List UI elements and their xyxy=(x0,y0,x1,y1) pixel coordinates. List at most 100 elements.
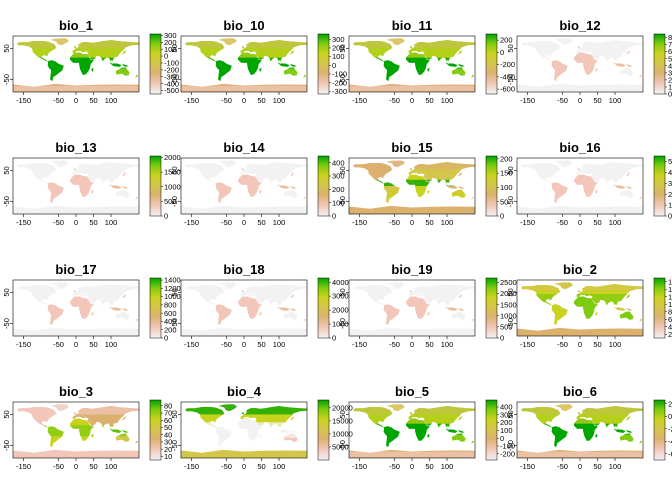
colorbar-tick-label: 300 xyxy=(668,68,672,77)
colorbar-tick-label: 10 xyxy=(164,452,172,461)
x-tick-label: -50 xyxy=(221,340,232,349)
panel-bio-16: bio_16 -150 -50 0 50 100 -50 50 500 400 300 200 100 0 xyxy=(506,140,672,227)
colorbar-tick-label: 1000 xyxy=(164,292,181,301)
y-tick-label: 50 xyxy=(2,166,11,174)
raster-band-layer xyxy=(13,304,139,312)
colorbar-tick-label: -200 xyxy=(332,78,347,87)
raster-band-layer xyxy=(181,304,307,312)
raster-band-layer xyxy=(517,60,643,68)
colorbar-tick-label: 400 xyxy=(668,61,672,70)
land-north-america xyxy=(185,163,225,184)
colorbar-tick-label: -600 xyxy=(668,449,672,458)
land-madagascar xyxy=(427,434,430,438)
x-tick-label: -150 xyxy=(520,218,535,227)
colorbar-tick-label: -600 xyxy=(500,85,515,94)
land-new-guinea xyxy=(457,186,465,189)
land-japan xyxy=(121,294,126,299)
raster-land xyxy=(349,160,475,214)
land-new-zealand xyxy=(302,196,307,201)
land-australia xyxy=(451,311,466,320)
panel-bio-2: bio_2-150-50050100-505016014012010080604… xyxy=(506,262,672,349)
raster-band xyxy=(349,57,475,69)
colorbar xyxy=(317,33,330,95)
x-tick-label: 50 xyxy=(425,462,433,471)
colorbar-tick-label: 100 xyxy=(668,300,672,309)
x-tick-label: 100 xyxy=(441,218,454,227)
x-tick-label: 0 xyxy=(410,96,414,105)
raster-band xyxy=(181,48,307,58)
raster-band-layer xyxy=(13,38,139,92)
y-tick-label: -50 xyxy=(506,74,515,85)
x-tick-label: 0 xyxy=(242,462,246,471)
land-madagascar xyxy=(595,190,598,194)
x-tick-label: 0 xyxy=(74,218,78,227)
y-tick-label: 50 xyxy=(506,166,515,174)
y-tick-label: -50 xyxy=(2,74,11,85)
colorbar xyxy=(653,277,666,339)
raster-band xyxy=(517,414,643,424)
land-greenland xyxy=(554,160,573,168)
colorbar-tick-label: 80 xyxy=(668,307,672,316)
land-australia xyxy=(451,67,466,76)
raster-land xyxy=(13,282,139,336)
raster-band xyxy=(13,38,139,49)
colorbar-tick-label: -200 xyxy=(164,65,179,74)
x-tick-label: 0 xyxy=(74,462,78,471)
x-tick-label: 50 xyxy=(89,218,97,227)
colorbar-tick-label: 0 xyxy=(332,334,336,343)
land-new-zealand xyxy=(638,440,643,445)
raster-band-layer xyxy=(181,38,307,92)
y-tick-label: 50 xyxy=(506,410,515,418)
raster-band xyxy=(181,85,307,92)
x-tick-label: 50 xyxy=(257,340,265,349)
land-madagascar xyxy=(259,190,262,194)
colorbar-tick-label: -100 xyxy=(500,442,515,451)
x-tick-label: 0 xyxy=(242,340,246,349)
colorbar-tick-label: 50 xyxy=(164,423,172,432)
colorbar-tick-label: 100 xyxy=(332,198,345,207)
colorbar-tick-label: 0 xyxy=(668,90,672,99)
raster-band-layer xyxy=(517,283,643,305)
y-tick-label: -50 xyxy=(2,196,11,207)
colorbar-tick-label: 200 xyxy=(164,325,177,334)
y-tick-label: -50 xyxy=(170,74,179,85)
colorbar-tick-label: 100 xyxy=(500,183,513,192)
land-new-zealand xyxy=(470,74,475,79)
raster-band xyxy=(181,182,307,190)
raster-band xyxy=(349,161,475,169)
x-tick-label: 50 xyxy=(89,340,97,349)
x-tick-label: -150 xyxy=(184,340,199,349)
x-tick-label: 100 xyxy=(609,340,622,349)
colorbar-tick-label: 400 xyxy=(500,403,513,412)
raster-band xyxy=(349,423,475,435)
colorbar-tick-label: 15000 xyxy=(332,416,353,425)
panel-title: bio_17 xyxy=(55,262,96,277)
colorbar-tick-label: 1400 xyxy=(164,276,181,285)
panel-bio-17: bio_17-150 -50 0 50 100-50501400120010008006… xyxy=(2,262,181,349)
colorbar-tick-label: 0 xyxy=(332,61,336,70)
land-australia xyxy=(619,189,634,198)
land-new-zealand xyxy=(470,196,475,201)
panel-title: bio_16 xyxy=(559,140,600,155)
land-north-america xyxy=(521,163,561,184)
colorbar-tick-label: 60 xyxy=(164,416,172,425)
colorbar xyxy=(653,399,666,461)
x-tick-label: -150 xyxy=(352,218,367,227)
x-tick-label: -50 xyxy=(53,96,64,105)
raster-land xyxy=(181,282,307,336)
colorbar xyxy=(653,33,666,95)
colorbar-tick-label: 1000 xyxy=(164,182,181,191)
land-australia xyxy=(619,433,634,442)
raster-band xyxy=(517,182,643,190)
x-tick-label: 100 xyxy=(105,218,118,227)
raster-land xyxy=(517,404,643,458)
colorbar-tick-label: 200 xyxy=(500,154,513,163)
panel-title: bio_11 xyxy=(392,18,432,33)
x-tick-label: 0 xyxy=(578,218,582,227)
land-uk xyxy=(73,168,77,171)
x-tick-label: 0 xyxy=(578,462,582,471)
y-tick-label: 50 xyxy=(338,44,347,52)
land-greenland xyxy=(386,282,405,290)
x-tick-label: -150 xyxy=(184,218,199,227)
